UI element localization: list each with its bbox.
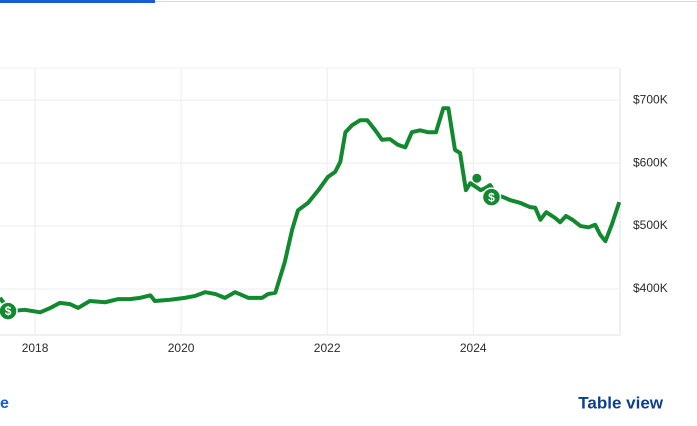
x-tick-label: 2022 bbox=[314, 341, 341, 355]
sale-event bbox=[0, 301, 18, 321]
highlight-point bbox=[472, 173, 482, 183]
y-tick-label: $400K bbox=[633, 281, 668, 295]
link[interactable]: e bbox=[0, 395, 9, 412]
sale-event-label: $ bbox=[488, 190, 495, 204]
sale-event bbox=[481, 187, 502, 207]
y-tick-label: $500K bbox=[633, 218, 668, 232]
x-tick-label: 2018 bbox=[22, 341, 49, 355]
x-tick-label: 2024 bbox=[460, 341, 487, 355]
x-tick-label: 2020 bbox=[168, 341, 195, 355]
table-view-link[interactable]: Table view bbox=[578, 393, 663, 412]
y-tick-label: $600K bbox=[633, 155, 668, 169]
y-tick-label: $700K bbox=[633, 92, 668, 106]
tab-indicator bbox=[0, 0, 155, 3]
sale-event-label: $ bbox=[5, 304, 12, 318]
price-line bbox=[0, 106, 622, 315]
